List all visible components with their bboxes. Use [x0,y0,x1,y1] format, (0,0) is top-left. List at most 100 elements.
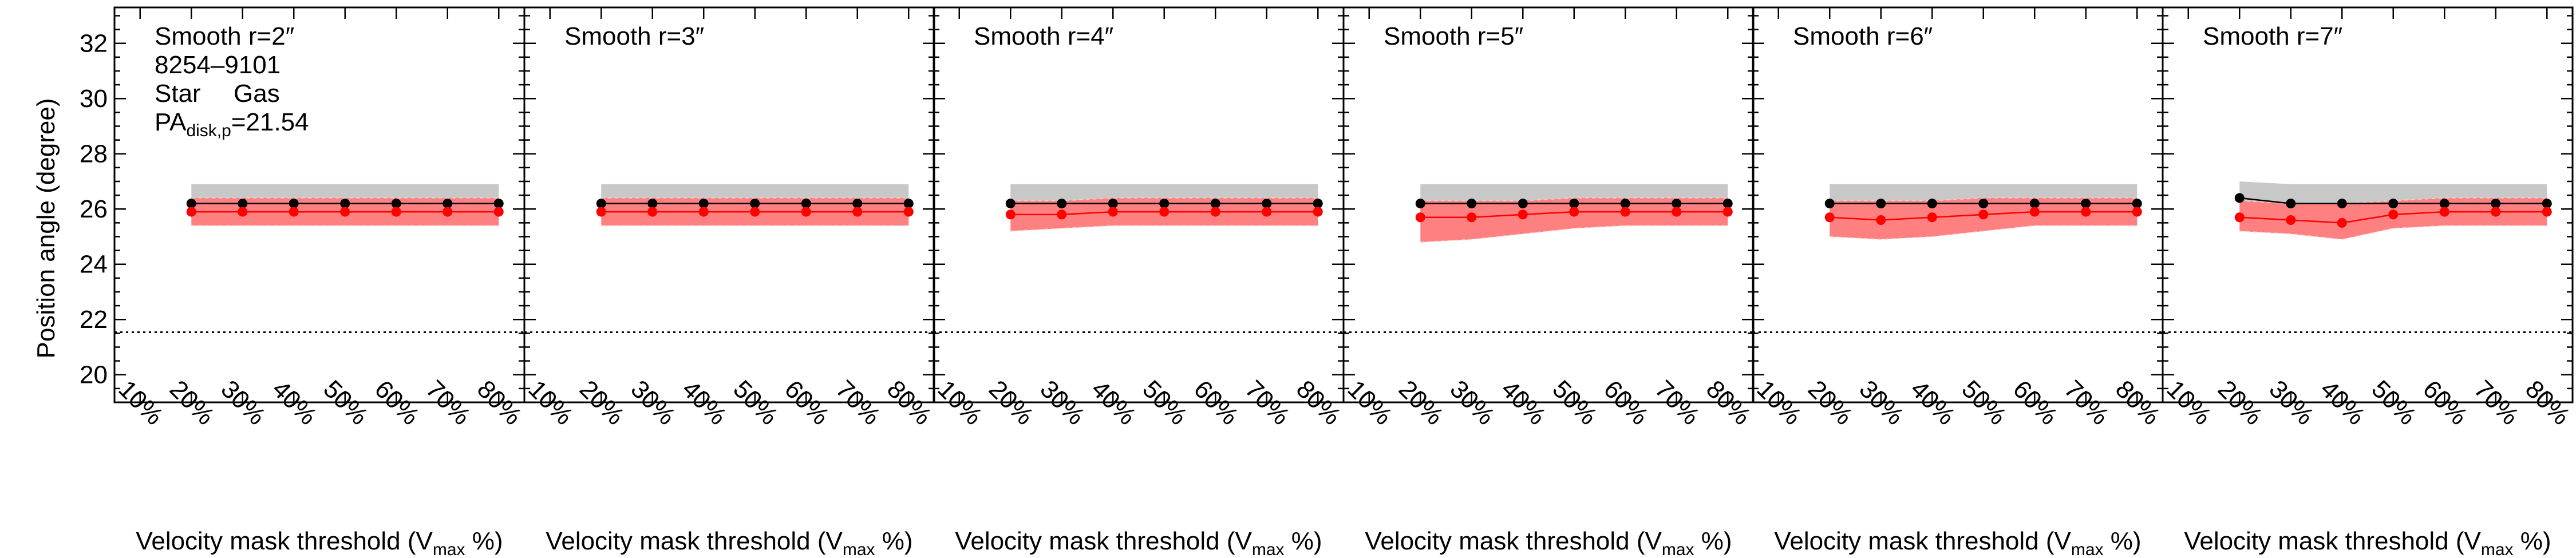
y-tick-label: 24 [80,251,108,279]
gas-point [2388,209,2399,220]
y-tick-label: 30 [80,85,108,113]
gas-point [340,207,350,217]
x-tick-label: 10% [523,375,578,430]
gas-point [1927,212,1937,223]
star-point [2337,199,2347,209]
gas-point [801,207,811,217]
y-tick-label: 22 [80,306,108,334]
star-point [2491,199,2501,209]
gas-point [1518,209,1528,220]
chart-panel-1: 20 22 24 26 28 30 32 10%20%30%40%50%60%70%80% Ve… [80,6,527,558]
x-axis-label: Velocity mask threshold (Vmax %) [2184,527,2551,558]
gas-point [186,207,196,217]
star-point [1824,199,1835,209]
gas-point [2029,207,2040,217]
star-point [186,199,196,209]
x-tick-label: 60% [1598,375,1654,430]
panel-title: Smooth r=3″ [564,22,704,50]
y-tick-label: 20 [80,361,108,389]
x-axis-label: Velocity mask threshold (Vmax %) [955,527,1322,558]
star-point [2081,199,2091,209]
x-tick-label: 50% [1547,375,1602,430]
gas-lower-dashed [1010,225,1318,232]
x-tick-label: 40% [2315,375,2370,430]
gas-lower-dashed [2239,225,2547,240]
chart-panel-6: 10%20%30%40%50%60%70%80% Velocity mask th… [2161,6,2575,558]
gas-point [2234,212,2245,223]
y-axis-label: Position angle (degree) [32,98,60,359]
legend-star: Star [155,80,201,108]
legend-gas: Gas [234,80,280,108]
gas-point [1005,209,1016,220]
x-tick-label: 60% [2008,375,2063,430]
gas-band [1420,197,1728,243]
gas-point [2439,207,2449,217]
x-axis-label: Velocity mask threshold (Vmax %) [546,527,912,558]
y-tick-label: 26 [80,195,108,223]
panel-title: Smooth r=5″ [1384,22,1523,50]
x-axis-label: Velocity mask threshold (Vmax %) [1365,527,1732,558]
star-point [1415,199,1425,209]
gas-point [493,207,504,217]
star-point [2286,199,2296,209]
x-tick-label: 80% [472,375,527,430]
x-tick-label: 60% [1188,375,1244,430]
star-point [750,199,760,209]
gas-point [1978,209,1989,220]
star-point [1518,199,1528,209]
x-axis-label: Velocity mask threshold (Vmax %) [136,527,503,558]
gas-point [698,207,709,217]
gas-point [750,207,760,217]
x-tick-label: 70% [2468,375,2524,430]
x-tick-label: 40% [267,375,322,430]
star-point [1057,199,1067,209]
star-point [2439,199,2449,209]
star-point [2132,199,2142,209]
star-point [340,199,350,209]
star-point [2388,199,2399,209]
star-point [1005,199,1016,209]
star-point [1978,199,1989,209]
star-point [1722,199,1733,209]
gas-point [1210,207,1220,217]
x-tick-label: 20% [2212,375,2268,430]
x-tick-label: 20% [983,375,1039,430]
x-tick-label: 30% [215,375,271,430]
star-point [391,199,401,209]
x-axis-label: Velocity mask threshold (Vmax %) [1774,527,2141,558]
panel-title: Smooth r=4″ [974,22,1113,50]
gas-lower-dashed [1830,225,2138,240]
x-tick-label: 30% [2263,375,2319,430]
x-tick-label: 10% [113,375,168,430]
star-point [1927,199,1937,209]
gas-point [2337,217,2347,228]
gas-point [1876,215,1886,225]
x-tick-label: 80% [1291,375,1346,430]
x-tick-label: 50% [728,375,783,430]
star-point [647,199,658,209]
star-point [238,199,248,209]
chart-panel-4: 10%20%30%40%50%60%70%80% Velocity mask th… [1342,6,1756,558]
x-tick-label: 80% [1701,375,1756,430]
x-tick-label: 20% [574,375,630,430]
gas-point [596,207,606,217]
x-tick-label: 70% [2059,375,2114,430]
x-tick-label: 80% [2520,375,2575,430]
x-tick-label: 30% [625,375,681,430]
x-tick-label: 50% [318,375,373,430]
x-tick-label: 40% [1496,375,1551,430]
star-point [1620,199,1630,209]
panels-group: 2022242628303210%20%30%40%50%60%70%80%Ve… [80,6,2575,558]
gas-point [1824,212,1835,223]
chart-panel-5: 10%20%30%40%50%60%70%80% Velocity mask th… [1751,6,2166,558]
star-point [1876,199,1886,209]
galaxy-id: 8254–9101 [155,51,280,79]
x-tick-label: 30% [1444,375,1500,430]
gas-point [1313,207,1323,217]
star-point [1569,199,1579,209]
star-point [1262,199,1272,209]
gas-point [1569,207,1579,217]
gas-point [647,207,658,217]
x-tick-label: 40% [1905,375,1961,430]
